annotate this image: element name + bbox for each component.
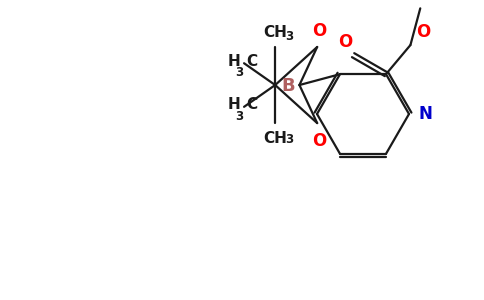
Text: B: B — [282, 77, 295, 95]
Text: 3: 3 — [285, 133, 293, 146]
Text: O: O — [416, 23, 431, 41]
Text: O: O — [312, 22, 326, 40]
Text: 3: 3 — [429, 0, 438, 3]
Text: C: C — [246, 97, 257, 112]
Text: H: H — [227, 97, 240, 112]
Text: 3: 3 — [235, 66, 243, 79]
Text: N: N — [418, 105, 432, 123]
Text: CH: CH — [263, 25, 287, 40]
Text: O: O — [312, 132, 326, 150]
Text: H: H — [227, 54, 240, 69]
Text: C: C — [246, 54, 257, 69]
Text: O: O — [338, 33, 352, 51]
Text: 3: 3 — [235, 110, 243, 123]
Text: 3: 3 — [285, 30, 293, 43]
Text: CH: CH — [263, 131, 287, 146]
